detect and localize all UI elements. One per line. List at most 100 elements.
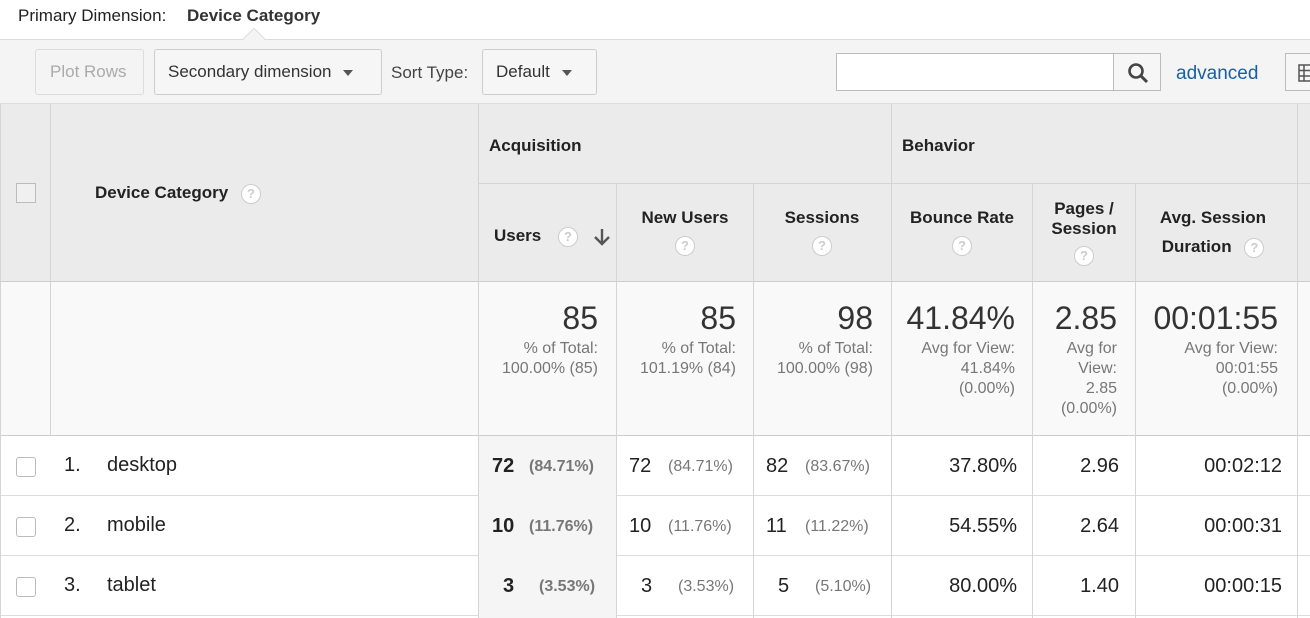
- row-index: 1.: [64, 454, 81, 476]
- new-users-percent: (3.53%): [678, 578, 735, 595]
- device-category-header[interactable]: Device Category ?: [95, 183, 261, 204]
- column-divider: [0, 104, 1, 618]
- secondary-dimension-dropdown[interactable]: Secondary dimension: [154, 49, 382, 95]
- pages-session-header-line2: Session: [1051, 219, 1117, 238]
- row-checkbox[interactable]: [16, 517, 36, 537]
- sessions-header-label: Sessions: [784, 208, 860, 227]
- row-index: 2.: [64, 514, 81, 536]
- total-sessions-sub2: 100.00% (98): [776, 360, 873, 377]
- column-divider: [50, 104, 51, 436]
- help-icon[interactable]: ?: [558, 226, 578, 247]
- total-bounce-rate: 41.84%: [906, 300, 1015, 336]
- device-category-header-label: Device Category: [95, 183, 229, 202]
- help-icon[interactable]: ?: [675, 235, 695, 256]
- device-link[interactable]: mobile: [107, 514, 166, 536]
- table-view-button[interactable]: [1285, 53, 1310, 91]
- users-column-header[interactable]: Users ?: [494, 226, 611, 247]
- help-icon[interactable]: ?: [240, 183, 261, 204]
- total-new-users-sub2: 101.19% (84): [639, 360, 736, 377]
- column-divider: [616, 183, 617, 618]
- sessions-percent: (83.67%): [805, 458, 870, 475]
- primary-dimension-value[interactable]: Device Category: [187, 6, 321, 25]
- column-divider: [891, 104, 892, 618]
- chevron-down-icon: [561, 69, 572, 76]
- total-pages-sub1: Avg for: [1066, 340, 1117, 357]
- total-users-sub1: % of Total:: [523, 340, 598, 357]
- device-link[interactable]: desktop: [107, 454, 178, 476]
- table-row: [0, 556, 1310, 616]
- new-users-value: 10: [629, 515, 652, 537]
- chevron-down-icon: [343, 69, 354, 76]
- avg-session-duration-value: 00:02:12: [1204, 455, 1282, 477]
- avg-session-header-line1: Avg. Session: [1159, 208, 1267, 227]
- device-link[interactable]: tablet: [107, 574, 156, 596]
- search-input[interactable]: [836, 53, 1114, 91]
- help-icon[interactable]: ?: [952, 235, 972, 256]
- help-icon[interactable]: ?: [1074, 245, 1094, 266]
- sessions-value: 11: [766, 515, 787, 537]
- help-icon[interactable]: ?: [1244, 237, 1265, 258]
- new-users-value: 3: [641, 575, 653, 597]
- sorted-column-highlight: [478, 436, 616, 618]
- plot-rows-button[interactable]: Plot Rows: [35, 49, 144, 95]
- help-icon[interactable]: ?: [812, 235, 832, 256]
- sessions-percent: (11.22%): [805, 518, 869, 535]
- total-new-users: 85: [700, 300, 736, 336]
- sort-type-dropdown[interactable]: Default: [482, 49, 597, 95]
- total-duration-sub1: Avg for View:: [1184, 340, 1278, 357]
- users-percent: (3.53%): [539, 578, 596, 595]
- new-users-header-label: New Users: [641, 208, 729, 227]
- pages-session-value: 2.96: [1080, 455, 1119, 477]
- column-divider: [1135, 183, 1136, 618]
- bounce-rate-header-label: Bounce Rate: [910, 208, 1014, 227]
- sessions-value: 5: [778, 575, 790, 597]
- sessions-column-header[interactable]: Sessions ?: [754, 208, 890, 256]
- total-avg-session-duration: 00:01:55: [1153, 300, 1278, 336]
- total-bounce-sub2: 41.84%: [960, 360, 1015, 377]
- column-divider: [1032, 183, 1033, 618]
- acquisition-group-label: Acquisition: [489, 136, 582, 155]
- select-all-checkbox[interactable]: [16, 183, 36, 203]
- users-value: 3: [503, 575, 515, 597]
- primary-dimension-label: Primary Dimension:: [18, 6, 167, 25]
- column-divider: [1297, 104, 1298, 618]
- behavior-group-label: Behavior: [902, 136, 975, 155]
- row-index: 3.: [64, 574, 81, 596]
- table-toolbar: Plot Rows Secondary dimension Sort Type:…: [0, 40, 1310, 104]
- new-users-percent: (11.76%): [668, 518, 732, 535]
- row-checkbox[interactable]: [16, 457, 36, 477]
- grid-icon: [1298, 64, 1310, 82]
- total-pages-sub2: View:: [1078, 360, 1117, 377]
- new-users-value: 72: [629, 455, 652, 477]
- pages-session-header-line1: Pages /: [1054, 199, 1114, 218]
- totals-row: [0, 282, 1310, 436]
- new-users-percent: (84.71%): [668, 458, 733, 475]
- search-button[interactable]: [1113, 53, 1161, 91]
- total-users-sub2: 100.00% (85): [501, 360, 598, 377]
- pages-session-column-header[interactable]: Pages / Session ?: [1033, 199, 1135, 266]
- total-new-users-sub1: % of Total:: [661, 340, 736, 357]
- total-sessions-sub1: % of Total:: [798, 340, 873, 357]
- total-sessions: 98: [837, 300, 873, 336]
- sessions-percent: (5.10%): [815, 578, 872, 595]
- total-users: 85: [562, 300, 598, 336]
- total-bounce-sub1: Avg for View:: [921, 340, 1015, 357]
- table-row: [0, 436, 1310, 496]
- secondary-dimension-label: Secondary dimension: [168, 62, 332, 81]
- bounce-rate-value: 80.00%: [949, 575, 1017, 597]
- row-checkbox[interactable]: [16, 577, 36, 597]
- column-divider: [478, 104, 479, 618]
- users-value: 10: [492, 515, 515, 537]
- avg-session-duration-column-header[interactable]: Avg. Session Duration ?: [1136, 208, 1290, 258]
- search-icon: [1128, 63, 1149, 84]
- bounce-rate-column-header[interactable]: Bounce Rate ?: [892, 208, 1032, 256]
- sort-type-value: Default: [496, 62, 550, 81]
- total-duration-sub2: 00:01:55: [1215, 360, 1278, 377]
- avg-session-header-line2: Duration: [1161, 237, 1232, 256]
- total-pages-sub3: 2.85: [1085, 380, 1117, 397]
- users-percent: (11.76%): [529, 518, 594, 535]
- advanced-link[interactable]: advanced: [1176, 63, 1259, 84]
- users-value: 72: [492, 455, 515, 477]
- new-users-column-header[interactable]: New Users ?: [617, 208, 753, 256]
- table-row: [0, 496, 1310, 556]
